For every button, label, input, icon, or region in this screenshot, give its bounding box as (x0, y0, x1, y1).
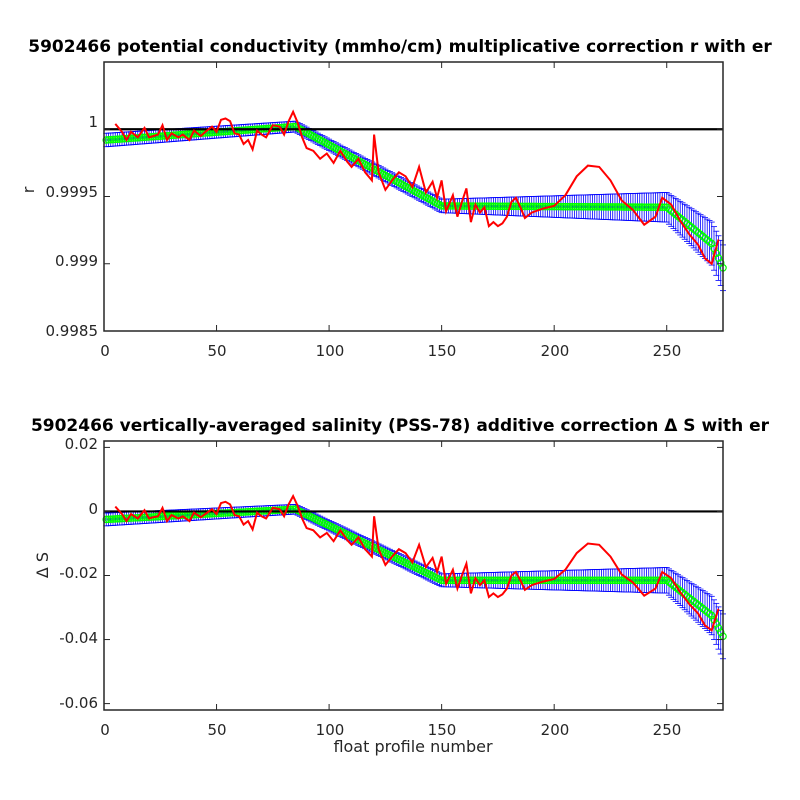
fit-marker (716, 628, 725, 636)
y-tick-label: 0.9985 (46, 322, 99, 340)
fit-marker (707, 611, 716, 620)
tick-marks (103, 441, 723, 710)
fit-marker (696, 230, 705, 239)
y-axis-label: r (19, 186, 38, 193)
y-tick-label: 0.9995 (46, 183, 99, 201)
fit-marker (694, 228, 703, 237)
fit-marker (660, 203, 669, 212)
chart-title: 5902466 vertically-averaged salinity (PS… (31, 416, 770, 436)
fit-marker (692, 227, 700, 235)
fit-marker (701, 234, 709, 242)
fit-marker (674, 212, 682, 221)
plot-content (102, 109, 727, 292)
fit-marker (705, 237, 714, 246)
y-tick-label: -0.06 (59, 694, 98, 712)
x-tick-label: 200 (541, 342, 570, 360)
y-tick-label: 1 (88, 113, 98, 131)
fit-marker (698, 232, 707, 241)
fit-marker (714, 624, 723, 632)
profile-line (114, 493, 720, 632)
fit-marker (662, 203, 671, 212)
y-tick-label: 0 (88, 500, 98, 518)
chart-conductivity: 5902466 potential conductivity (mmho/cm)… (19, 37, 772, 360)
plot-content (102, 493, 727, 660)
chart-title: 5902466 potential conductivity (mmho/cm)… (28, 37, 772, 57)
fit-marker (665, 205, 673, 213)
x-tick-label: 100 (316, 342, 345, 360)
x-tick-label: 50 (207, 721, 226, 739)
y-tick-label: 0.02 (65, 435, 98, 453)
y-tick-label: -0.02 (59, 564, 98, 582)
profile-line (114, 109, 720, 266)
y-axis-label: Δ S (33, 552, 52, 578)
y-tick-label: -0.04 (59, 629, 98, 647)
fit-marker (703, 236, 712, 244)
fit-marker (687, 223, 696, 232)
x-tick-label: 150 (428, 342, 457, 360)
fit-marker (683, 219, 691, 228)
x-tick-label: 150 (428, 721, 457, 739)
fit-marker (689, 225, 698, 233)
fit-marker (660, 576, 669, 585)
plot-area (104, 441, 723, 710)
x-tick-label: 250 (653, 721, 682, 739)
chart-salinity: 5902466 vertically-averaged salinity (PS… (31, 416, 770, 756)
x-tick-label: 200 (541, 721, 570, 739)
y-tick-label: 0.999 (55, 252, 98, 270)
x-axis-label: float profile number (333, 737, 493, 756)
fit-marker (705, 609, 714, 618)
tick-marks (103, 62, 723, 332)
x-tick-label: 250 (653, 342, 682, 360)
fit-marker (685, 221, 694, 230)
x-tick-label: 0 (100, 721, 110, 739)
x-tick-label: 0 (100, 342, 110, 360)
x-tick-label: 50 (207, 342, 226, 360)
x-tick-label: 100 (316, 721, 345, 739)
